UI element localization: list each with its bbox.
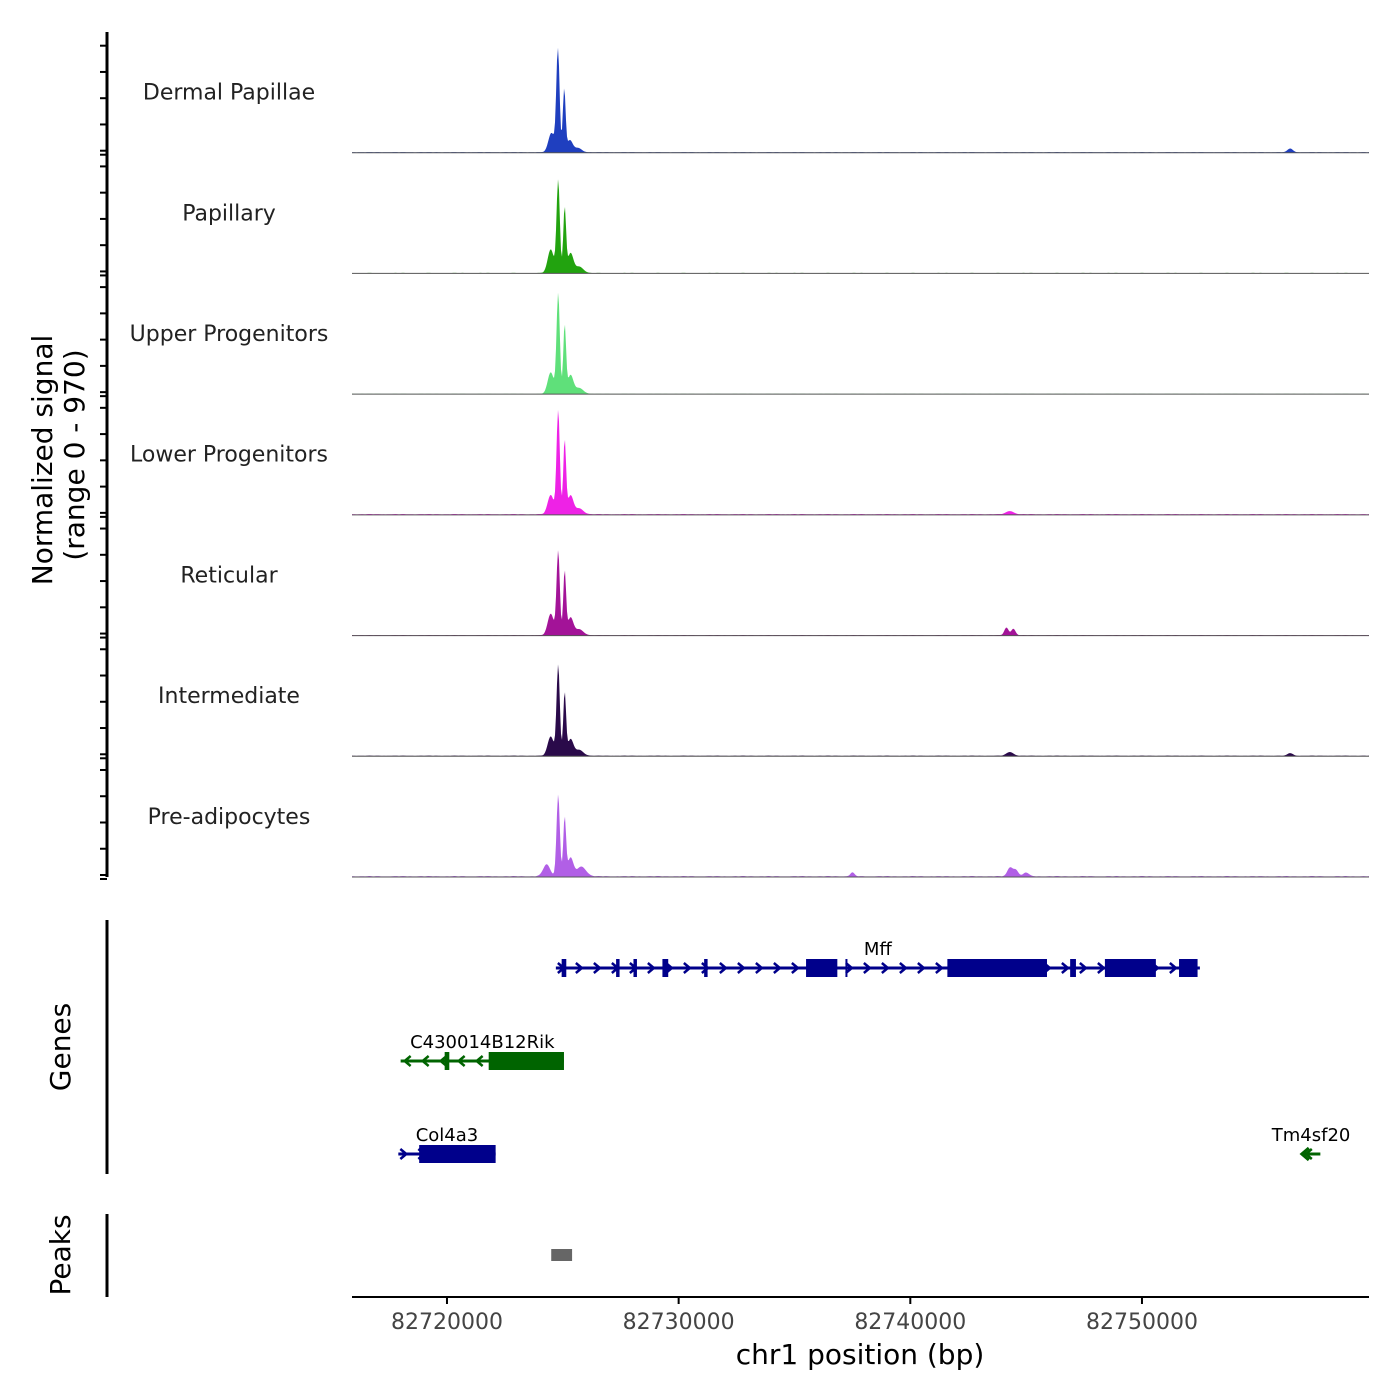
strand-chevron (593, 962, 602, 974)
track-dermal-papillae: Dermal Papillae (143, 47, 1369, 154)
signal-area (352, 409, 1369, 515)
track-intermediate: Intermediate (158, 664, 1369, 757)
x-tick-label: 82750000 (1086, 1310, 1198, 1335)
strand-chevron (647, 962, 656, 974)
strand-chevron (402, 1055, 412, 1067)
strand-chevron (899, 962, 908, 974)
gene-mff: Mff (555, 939, 1200, 977)
strand-chevron (737, 962, 746, 974)
x-axis: 82720000 82730000 82740000 82750000 (391, 1297, 1198, 1335)
peak-region-track (551, 1249, 573, 1261)
track-papillary: Papillary (182, 179, 1369, 274)
track-label: Reticular (180, 563, 278, 588)
track-pre-adipocytes: Pre-adipocytes (148, 794, 1369, 878)
strand-chevron (399, 1148, 409, 1160)
strand-chevron (845, 962, 854, 974)
peaks-label: Peaks (44, 1214, 77, 1295)
track-label: Papillary (182, 201, 276, 226)
strand-chevron (575, 962, 584, 974)
track-label: Pre-adipocytes (148, 805, 311, 830)
track-label: Intermediate (158, 684, 300, 709)
x-tick-label: 82740000 (854, 1310, 966, 1335)
gene-exon (444, 1052, 450, 1070)
gene-exon (1179, 959, 1198, 977)
gene-exon (488, 1052, 564, 1070)
strand-chevron (701, 962, 710, 974)
signal-tracks: Dermal Papillae Papillary Upper Progenitor… (130, 47, 1369, 878)
y-axis-title: Normalized signal (26, 335, 59, 586)
strand-chevron (1097, 962, 1106, 974)
strand-chevron (1169, 962, 1178, 974)
x-tick-label: 82730000 (623, 1310, 735, 1335)
signal-area (352, 47, 1369, 153)
gene-col4a3: Col4a3 (398, 1125, 496, 1163)
gene-exon (662, 959, 669, 977)
signal-area (352, 292, 1369, 395)
y-axis-subtitle: (range 0 - 970) (58, 349, 91, 560)
gene-exon (633, 959, 637, 977)
strand-chevron (1303, 1148, 1313, 1160)
x-tick-label: 82720000 (391, 1310, 503, 1335)
gene-name-label: C430014B12Rik (410, 1032, 555, 1053)
strand-chevron (773, 962, 782, 974)
strand-arrow (1299, 1146, 1310, 1162)
strand-chevron (935, 962, 944, 974)
signal-y-axis (100, 32, 109, 880)
strand-chevron (420, 1055, 430, 1067)
gene-exon (704, 959, 708, 977)
gene-exon (947, 959, 1047, 977)
track-label: Dermal Papillae (143, 81, 315, 106)
track-lower-progenitors: Lower Progenitors (130, 409, 1369, 516)
gene-name-label: Col4a3 (416, 1125, 479, 1146)
track-upper-progenitors: Upper Progenitors (130, 292, 1369, 395)
track-reticular: Reticular (180, 550, 1369, 637)
gene-exon (419, 1145, 496, 1163)
strand-chevron (456, 1055, 466, 1067)
strand-chevron (881, 962, 890, 974)
track-label: Lower Progenitors (130, 443, 328, 468)
strand-chevron (755, 962, 764, 974)
gene-tm4sf20: Tm4sf20 (1271, 1125, 1351, 1162)
strand-chevron (719, 962, 728, 974)
strand-chevron (1079, 962, 1088, 974)
signal-area (352, 794, 1369, 877)
strand-chevron (474, 1055, 484, 1067)
gene-name-label: Mff (864, 939, 893, 960)
gene-annotation-track: Mff C430014B12Rik Col4a3 Tm4sf20 (398, 939, 1350, 1163)
signal-area (352, 179, 1369, 274)
gene-exon (845, 959, 848, 977)
track-label: Upper Progenitors (130, 322, 329, 347)
gene-exon (1070, 959, 1076, 977)
strand-chevron (917, 962, 926, 974)
signal-area (352, 550, 1369, 636)
strand-chevron (1061, 962, 1070, 974)
gene-c430014b12rik: C430014B12Rik (400, 1032, 564, 1070)
gene-exon (561, 959, 567, 977)
strand-chevron (863, 962, 872, 974)
strand-chevron (683, 962, 692, 974)
gene-exon (616, 959, 620, 977)
genes-label: Genes (44, 1003, 77, 1091)
signal-area (352, 664, 1369, 757)
gene-exon (806, 959, 838, 977)
strand-chevron (438, 1055, 448, 1067)
x-axis-title: chr1 position (bp) (736, 1338, 985, 1371)
gene-name-label: Tm4sf20 (1271, 1125, 1351, 1146)
strand-chevron (791, 962, 800, 974)
gene-exon (1104, 959, 1156, 977)
peak-region (551, 1249, 573, 1261)
